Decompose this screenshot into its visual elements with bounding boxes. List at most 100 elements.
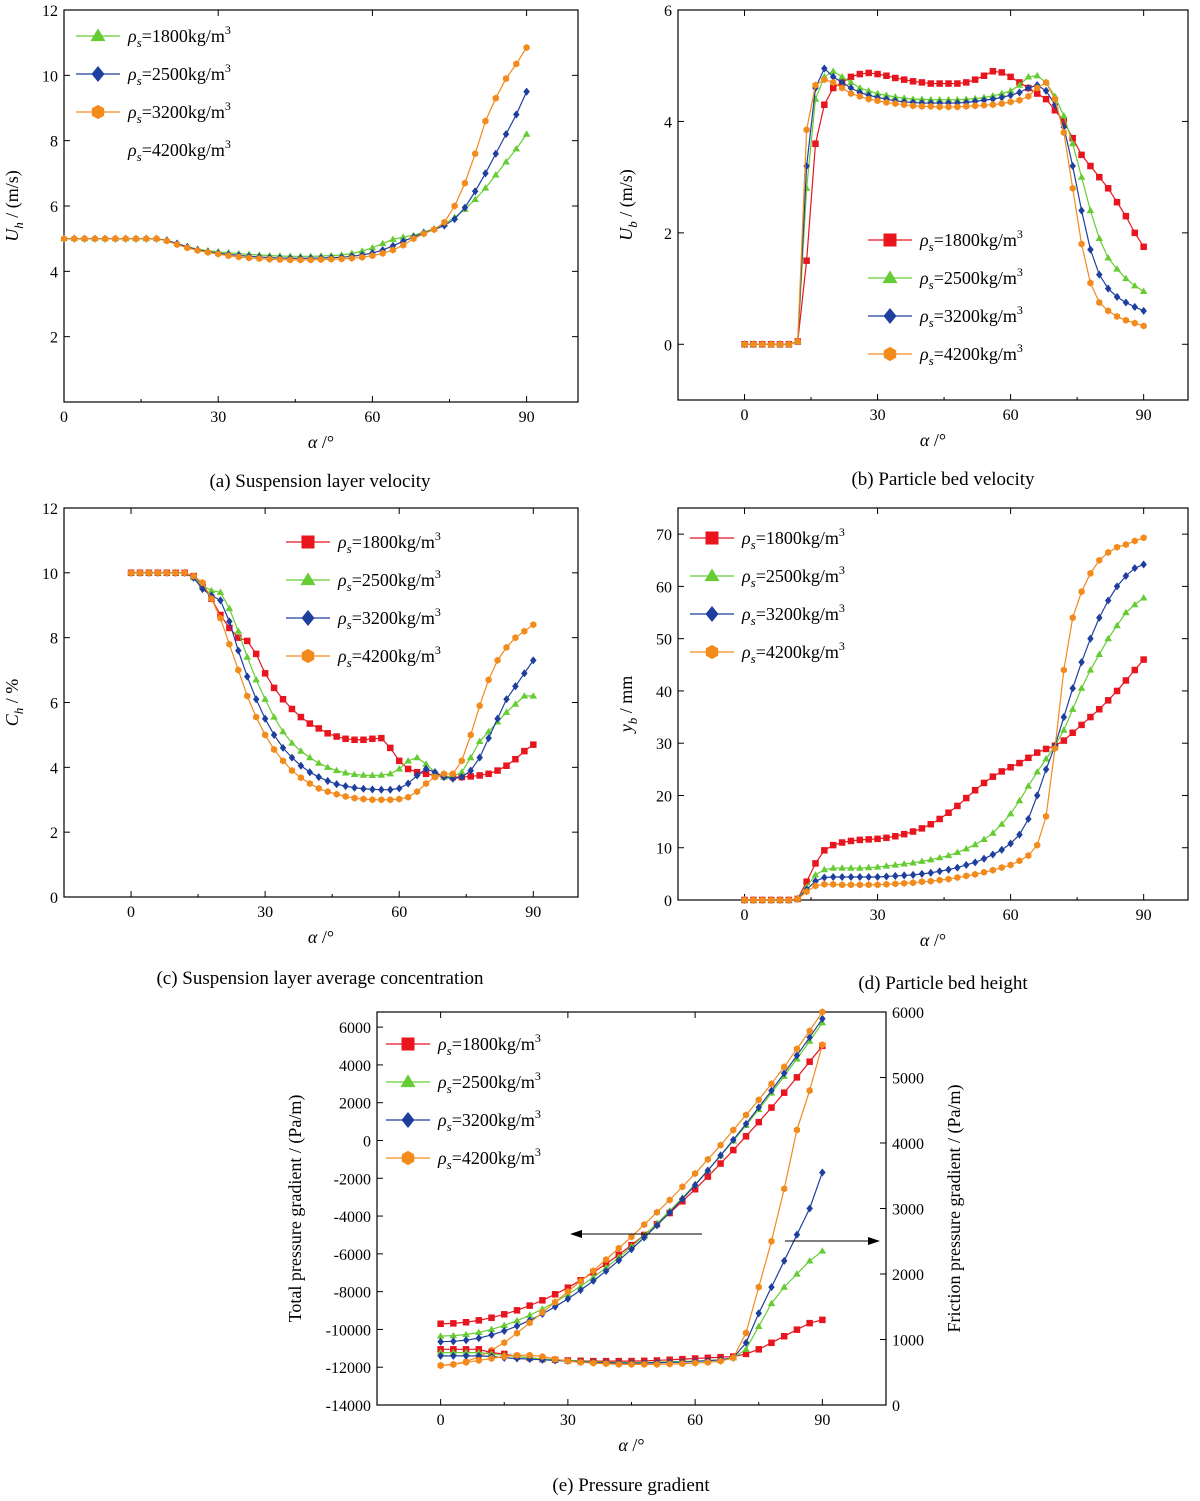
data-point [422,764,430,773]
data-point [742,1119,750,1128]
legend-marker [300,572,316,586]
data-point [551,1291,559,1298]
data-point [404,765,412,773]
data-point [742,1133,750,1140]
legend-marker [883,307,897,325]
data-point [350,770,359,778]
data-point [980,835,988,842]
series-blue [437,1014,826,1346]
data-point [821,101,828,108]
data-point [396,795,403,803]
x-tick-label: 0 [741,407,749,424]
data-point [856,84,864,91]
data-point [485,734,492,743]
data-point [437,1351,444,1360]
data-point [244,637,251,645]
data-point [494,656,501,664]
data-point [865,881,872,889]
legend-marker [883,346,897,362]
data-point [856,872,864,882]
series-line [744,70,1145,345]
legend-marker [91,104,105,120]
data-point [1096,613,1103,622]
legend-label: ρs=1800kg/m3 [741,525,845,552]
panel-a: 0 30 60 90 2 4 6 8 10 12 α /° Uh / (m/s) ρs=1800kg/m… [2,3,579,492]
data-point [450,1360,457,1368]
data-point [847,864,855,871]
data-point [1007,861,1014,869]
data-point [1060,737,1068,744]
data-point [475,1317,483,1324]
data-point [1131,302,1139,311]
data-point [491,171,500,178]
data-point [252,650,260,658]
data-point [306,779,313,788]
data-point [628,1360,635,1368]
data-point [1113,312,1121,320]
data-point [1095,234,1104,242]
data-point [954,80,961,87]
data-point [793,1326,801,1333]
data-point [181,569,188,577]
data-point [451,202,458,210]
data-point [1122,677,1130,684]
data-point [1024,782,1033,789]
data-point [768,896,775,904]
data-point [501,1311,508,1318]
data-point [1034,841,1041,849]
data-point [81,235,88,243]
data-point [342,782,349,791]
data-point [539,1308,546,1316]
data-point [458,757,465,765]
data-point [945,809,952,816]
data-point [244,692,251,700]
y-tick-label: -2000 [334,1171,371,1188]
x-axis-label: α /° [308,927,334,947]
data-point [1096,705,1103,713]
data-point [755,1283,762,1291]
data-point [502,708,511,715]
data-point [768,1086,775,1095]
data-point [1113,292,1121,301]
data-point [602,1267,610,1276]
data-point [577,1277,584,1285]
x-axis-label: α /° [618,1435,644,1455]
data-point [883,872,890,881]
data-point [530,741,537,748]
legend-label: ρs=2500kg/m3 [919,265,1023,292]
panel-caption: (c) Suspension layer average concentrati… [156,968,484,989]
data-point [691,1185,699,1193]
data-point [892,74,899,82]
data-point [742,1350,750,1358]
data-point [1016,759,1023,767]
data-point [615,1244,622,1252]
data-point [235,253,242,261]
legend-marker [90,28,106,42]
y-tick-label: 12 [42,3,58,20]
data-point [602,1360,610,1368]
y-tick-label: 4 [50,760,58,777]
legend-entry: ρs=1800kg/m3 [76,23,231,50]
data-point [513,1351,521,1359]
x-tick-label: 0 [60,409,68,426]
legend-marker [301,648,315,664]
data-point [360,784,367,793]
data-point [821,873,828,882]
legend-label: ρs=1800kg/m3 [127,23,231,50]
data-point [776,340,784,348]
data-point [806,1033,813,1042]
data-point [891,861,900,868]
data-point [1104,185,1112,192]
data-point [1087,245,1094,254]
data-point [1025,754,1032,762]
data-point [812,877,819,886]
data-point [803,257,810,264]
data-point [1069,684,1076,693]
data-point [1042,755,1050,762]
data-point [377,771,386,778]
data-point [225,252,232,260]
data-point [368,243,377,251]
data-point [1033,90,1041,97]
y-right-tick-label: 6000 [892,1005,924,1022]
